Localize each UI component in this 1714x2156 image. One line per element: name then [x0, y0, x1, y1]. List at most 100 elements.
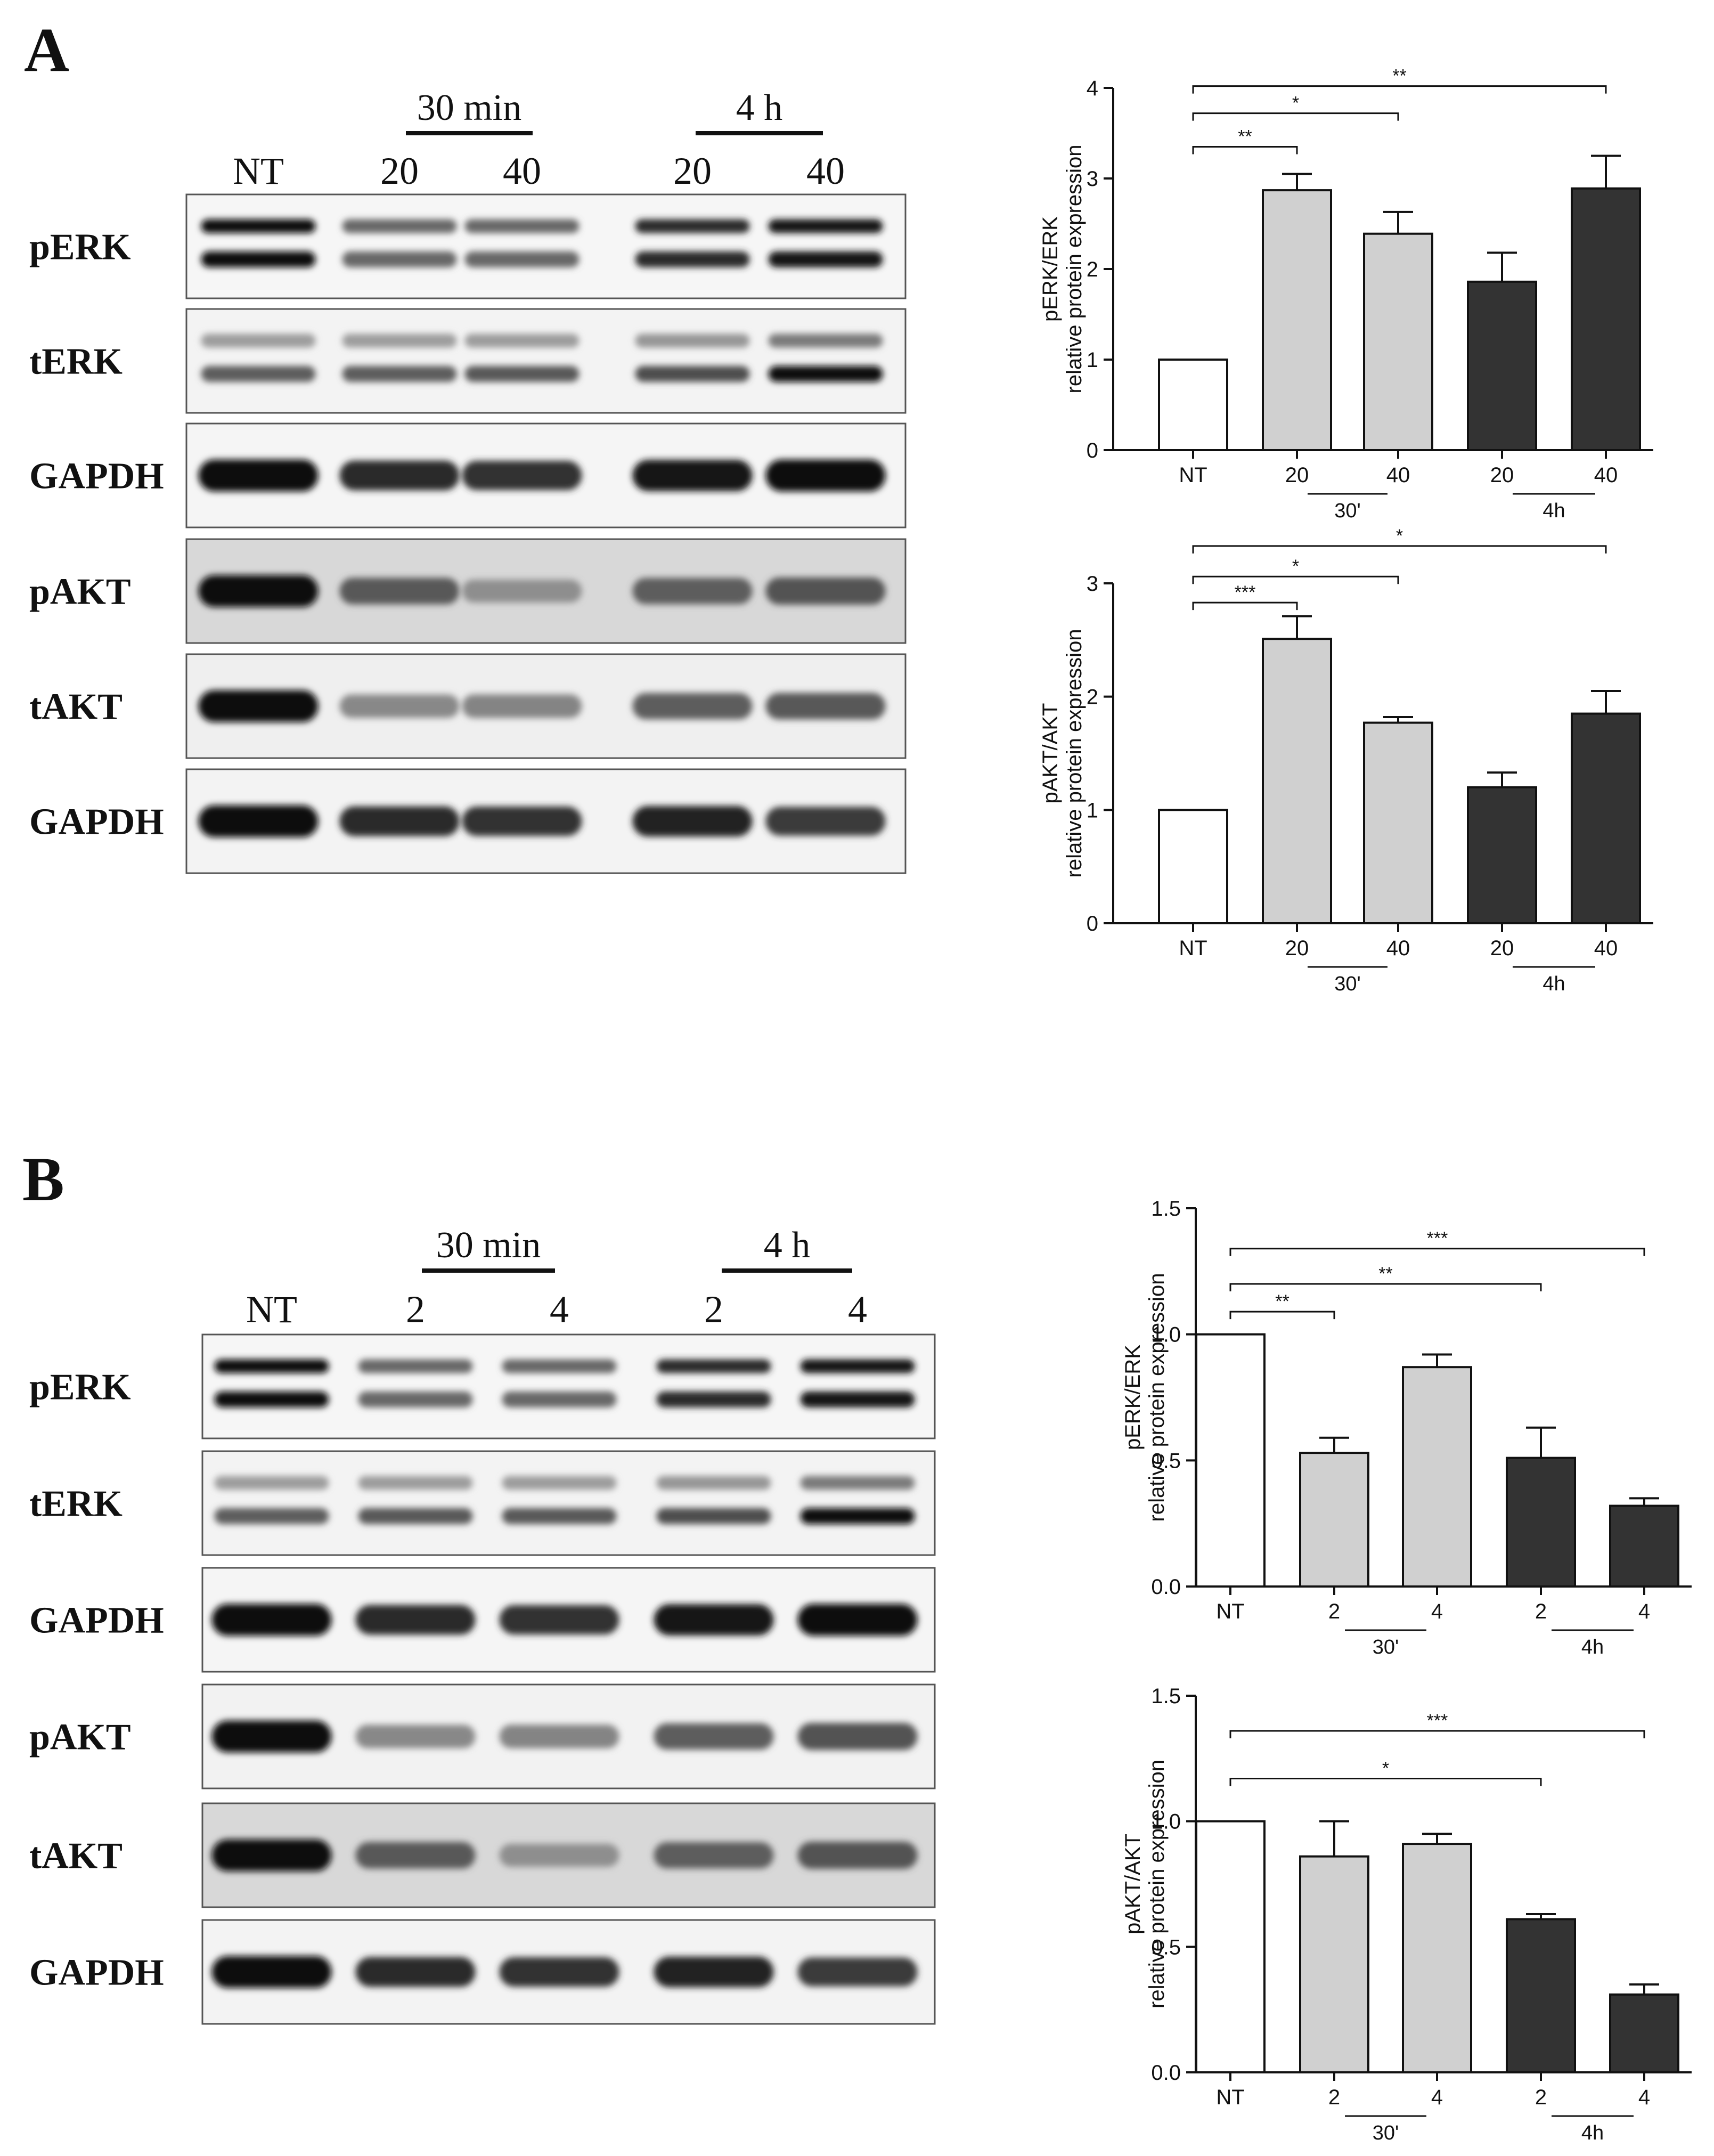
significance-bracket	[1229, 1730, 1645, 1738]
blot-band	[214, 1476, 329, 1490]
blot-band	[797, 1604, 918, 1636]
y-axis-label: relative protein expression	[1145, 1273, 1169, 1522]
blot-band	[635, 333, 750, 348]
x-tick-label: 40	[1386, 463, 1410, 487]
blot-band	[464, 219, 580, 233]
blot-band	[765, 577, 886, 605]
blot-band	[214, 1508, 329, 1524]
blot-band	[198, 575, 319, 607]
bar	[1299, 1452, 1369, 1588]
y-tick-label: 0.5	[1151, 1449, 1181, 1472]
y-axis-label: relative protein expression	[1063, 145, 1086, 394]
time-group-label: 30 min	[436, 1225, 541, 1266]
y-tick-label: 2	[1087, 258, 1098, 281]
blot-band	[211, 1839, 332, 1872]
blot-band	[355, 1724, 476, 1748]
bar-chart-b-2: 0.0 0.5 1.0 1.5 pAKT/AKT relative protein exp…	[1121, 1685, 1692, 2144]
blot-band	[502, 1359, 617, 1373]
lane-label: 4	[550, 1288, 569, 1331]
blot-band	[654, 1723, 774, 1750]
blot-band	[635, 251, 750, 267]
lane-label: 2	[704, 1288, 723, 1331]
blot-band	[656, 1508, 771, 1524]
blot-band	[768, 251, 883, 267]
blot-band	[358, 1508, 473, 1524]
panel-letter-b: B	[22, 1144, 64, 1214]
significance-bracket	[1192, 601, 1298, 611]
panel-letter-a: A	[24, 15, 70, 85]
blot-band	[797, 1957, 918, 1987]
y-tick-label: 1.5	[1151, 1197, 1181, 1221]
x-tick-label: NT	[1179, 463, 1207, 487]
bar	[1506, 1918, 1576, 2073]
lane-label: 20	[380, 150, 419, 192]
significance-bracket	[1229, 1283, 1542, 1291]
y-tick-label: 1	[1087, 348, 1098, 372]
significance-label: **	[1392, 66, 1406, 86]
y-tick-label: 1	[1087, 799, 1098, 822]
x-tick-label: 40	[1594, 937, 1618, 960]
blot-band	[656, 1476, 771, 1490]
blot-band	[342, 219, 457, 233]
bar	[1571, 187, 1641, 451]
blot-row-label: GAPDH	[29, 802, 164, 843]
blot-band	[355, 1842, 476, 1869]
x-tick-label: 40	[1594, 463, 1618, 487]
bar	[1609, 1504, 1679, 1588]
blot-band	[800, 1476, 915, 1490]
y-axis-label: relative protein expression	[1145, 1760, 1169, 2008]
x-tick-label: 20	[1490, 937, 1514, 960]
significance-label: *	[1292, 93, 1299, 113]
lane-label: 4	[848, 1288, 867, 1331]
y-tick-label: 0	[1087, 912, 1098, 935]
lane-label: 40	[806, 150, 845, 192]
x-tick-label: 4	[1638, 2086, 1650, 2109]
lane-label: NT	[246, 1288, 297, 1331]
blot-band	[632, 577, 753, 605]
significance-bracket	[1192, 545, 1607, 554]
bar	[1363, 721, 1433, 924]
group-label: 4h	[1542, 500, 1565, 522]
blot-band	[339, 460, 460, 491]
significance-label: **	[1238, 127, 1252, 147]
blot-row-label: tERK	[29, 341, 123, 383]
blot-row-label: tERK	[29, 1484, 123, 1525]
bar	[1402, 1843, 1472, 2073]
blot-band	[502, 1508, 617, 1524]
group-label: 30'	[1334, 973, 1361, 995]
blot-band	[214, 1391, 329, 1407]
y-axis-label: pERK/ERK	[1039, 216, 1062, 322]
bar	[1158, 359, 1228, 451]
bar	[1363, 232, 1433, 451]
blot-band	[654, 1604, 774, 1636]
y-tick-label: 0.0	[1151, 1575, 1181, 1599]
bar	[1467, 786, 1537, 925]
bar	[1195, 1333, 1266, 1588]
blot-band	[800, 1359, 915, 1373]
blot-band	[342, 251, 457, 267]
blot-band	[765, 459, 886, 492]
blot-band	[201, 365, 316, 382]
blot-band	[768, 219, 883, 233]
x-tick-label: NT	[1179, 937, 1207, 960]
blot-row-label: GAPDH	[29, 1600, 164, 1641]
group-label: 30'	[1373, 1636, 1399, 1658]
blot-band	[462, 579, 582, 603]
y-tick-label: 0	[1087, 439, 1098, 462]
x-tick-label: 20	[1285, 937, 1309, 960]
y-tick-label: 0.0	[1151, 2061, 1181, 2085]
blot-band	[499, 1724, 619, 1748]
x-tick-label: 2	[1328, 1600, 1340, 1623]
bar-chart-a-1: 0 1 2 3 4 pERK/ERK relative protein expression…	[1039, 66, 1653, 522]
blot-row-label: pERK	[29, 1367, 131, 1408]
blot-band	[339, 577, 460, 605]
blot-row-label: GAPDH	[29, 456, 164, 497]
blot-panel-a: 30 min 4 h NT 20 40 20 40 pERK tERK GAPDH pAKT tAKT…	[29, 87, 907, 874]
blot-band	[358, 1359, 473, 1373]
x-tick-label: 2	[1328, 2086, 1340, 2109]
bar	[1262, 638, 1332, 924]
blot-band	[464, 365, 580, 382]
y-tick-label: 4	[1087, 77, 1098, 100]
significance-bracket	[1229, 1778, 1542, 1786]
